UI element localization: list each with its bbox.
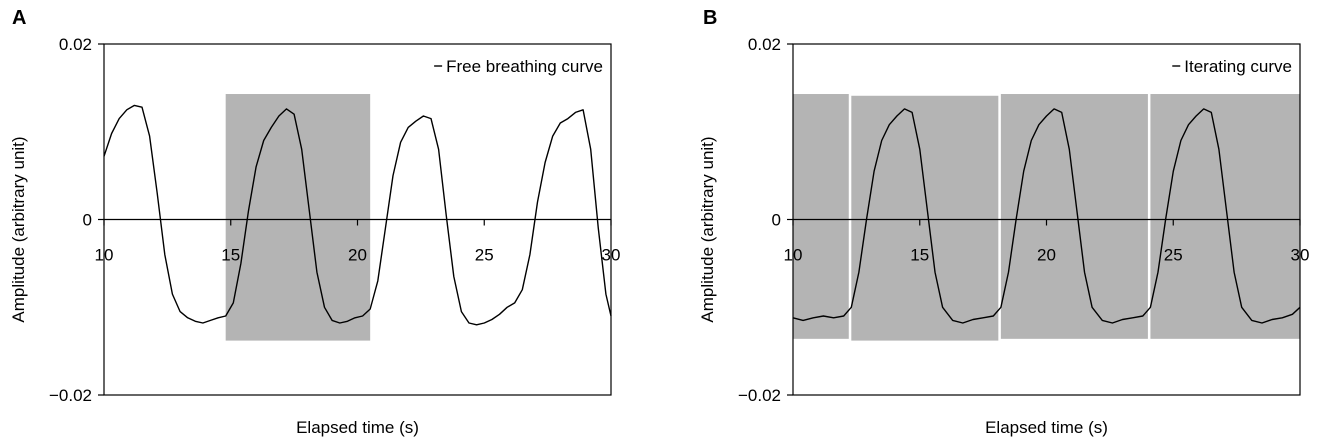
series-line: [103, 104, 612, 326]
panel-label: A: [12, 7, 26, 29]
shaded-region: [851, 95, 999, 341]
y-tick-label: 0: [772, 211, 781, 230]
shaded-region: [1150, 94, 1300, 339]
x-axis-label: Elapsed time (s): [296, 418, 419, 437]
y-tick-label: 0.02: [59, 35, 92, 54]
x-tick-label: 25: [1164, 246, 1183, 265]
x-tick-label: 20: [1037, 246, 1056, 265]
legend-label: Iterating curve: [1184, 57, 1292, 76]
x-tick-label: 30: [602, 246, 621, 265]
y-tick-label: 0: [83, 211, 92, 230]
x-tick-label: 10: [95, 246, 114, 265]
x-tick-label: 10: [784, 246, 803, 265]
x-tick-label: 20: [348, 246, 367, 265]
panel-a: A 10 15 20 25 30 0.02 0 −0.02 Free breathing curv…: [9, 7, 620, 437]
x-axis-label: Elapsed time (s): [985, 418, 1108, 437]
panel-label: B: [703, 7, 717, 29]
x-tick-label: 15: [221, 246, 240, 265]
panel-b: B 10 15 20 25 30 0.02 0 −0.02 Iterating curve Elap…: [698, 7, 1309, 437]
x-tick-label: 25: [475, 246, 494, 265]
series-line: [792, 108, 1301, 324]
shaded-region: [793, 94, 849, 339]
y-axis-label: Amplitude (arbitrary unit): [9, 136, 28, 322]
legend-label: Free breathing curve: [446, 57, 603, 76]
y-tick-label: 0.02: [748, 35, 781, 54]
shaded-region: [1000, 94, 1148, 339]
y-tick-label: −0.02: [738, 386, 781, 405]
x-tick-label: 15: [910, 246, 929, 265]
x-tick-label: 30: [1291, 246, 1310, 265]
y-tick-label: −0.02: [49, 386, 92, 405]
y-axis-label: Amplitude (arbitrary unit): [698, 136, 717, 322]
